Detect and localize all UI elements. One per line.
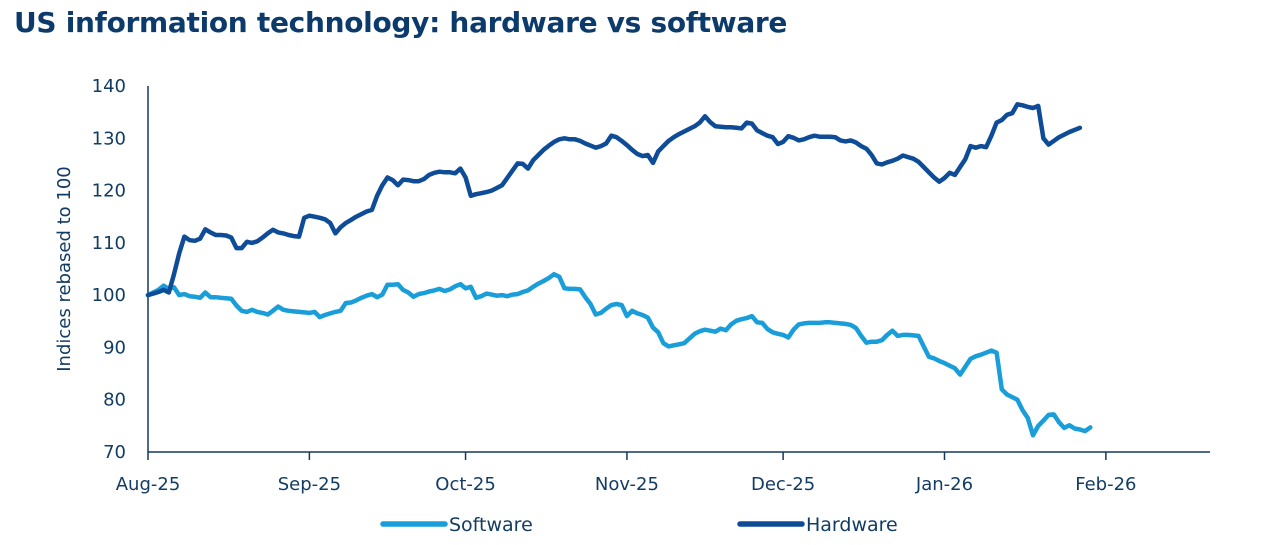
series-lines xyxy=(145,102,1093,438)
y-tick-label: 100 xyxy=(92,285,126,306)
y-tick-label: 140 xyxy=(92,76,126,97)
x-tick-label: Aug-25 xyxy=(116,474,181,495)
y-tick-label: 80 xyxy=(103,390,126,411)
series-line-software xyxy=(145,271,1093,438)
chart-title: US information technology: hardware vs s… xyxy=(14,6,788,39)
y-tick-labels: 70 80 90 100 110 120 130 140 xyxy=(92,76,126,463)
y-tick-label: 130 xyxy=(92,128,126,149)
legend: Software Hardware xyxy=(380,514,898,536)
x-axis: Aug-25 Sep-25 Oct-25 Nov-25 Dec-25 Jan-26 Feb-… xyxy=(116,451,1210,495)
x-tick-label: Feb-26 xyxy=(1075,474,1136,495)
legend-label-hardware: Hardware xyxy=(806,514,898,536)
x-tick-label: Nov-25 xyxy=(595,474,659,495)
series-line-hardware xyxy=(145,102,1083,298)
y-axis: 70 80 90 100 110 120 130 140 Indices rebased to… xyxy=(54,76,149,463)
y-tick-label: 110 xyxy=(92,233,126,254)
x-ticks: Aug-25 Sep-25 Oct-25 Nov-25 Dec-25 Jan-26 Feb-… xyxy=(116,452,1137,495)
x-tick-label: Oct-25 xyxy=(435,474,496,495)
y-axis-title: Indices rebased to 100 xyxy=(54,166,75,372)
x-tick-label: Jan-26 xyxy=(915,474,973,495)
legend-label-software: Software xyxy=(449,514,533,536)
x-tick-label: Dec-25 xyxy=(751,474,815,495)
y-tick-label: 120 xyxy=(92,181,126,202)
x-tick-label: Sep-25 xyxy=(278,474,341,495)
y-tick-label: 70 xyxy=(103,442,126,463)
y-tick-label: 90 xyxy=(103,337,126,358)
